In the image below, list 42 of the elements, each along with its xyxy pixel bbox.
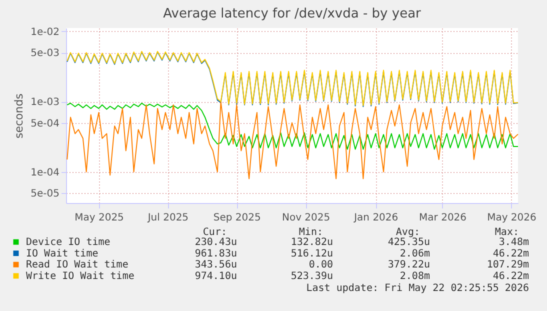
text: 0.00 <box>308 260 333 271</box>
y-tick-label: 1e-04 <box>30 167 60 178</box>
y-tick-label: 5e-03 <box>30 48 60 60</box>
legend-label: Write IO Wait time <box>26 270 134 282</box>
text: Max: <box>494 227 519 238</box>
chart-title: Average latency for /dev/xvda - by year <box>163 6 422 22</box>
text: 132.82u <box>290 237 333 248</box>
text: 425.35u <box>388 237 430 248</box>
text: 46.22m <box>492 270 529 282</box>
x-tick-label: May 2025 <box>74 212 124 224</box>
text: Min: <box>298 227 323 238</box>
line-series <box>66 102 518 150</box>
text: 974.10u <box>194 270 237 282</box>
text: Avg: <box>396 227 420 238</box>
text: 230.43u <box>194 237 237 248</box>
text: 2.08m <box>400 270 430 282</box>
line-series <box>66 101 518 180</box>
x-tick-label: May 2026 <box>487 212 536 224</box>
text: Cur: <box>202 227 227 238</box>
legend-label: IO Wait time <box>26 248 98 260</box>
x-tick-label: Sep 2025 <box>213 212 261 224</box>
text: 523.39u <box>290 270 333 282</box>
y-tick-label: 5e-05 <box>30 188 60 200</box>
text: 961.83u <box>194 248 237 260</box>
y-tick-label: 5e-04 <box>30 118 60 130</box>
text: 3.48m <box>498 237 529 248</box>
text: 379.22u <box>388 260 430 271</box>
y-axis-title: seconds <box>12 93 26 138</box>
x-tick-label: Jan 2026 <box>353 212 398 224</box>
text: 2.06m <box>400 248 430 260</box>
text: 516.12u <box>290 248 333 260</box>
text: 46.22m <box>492 248 529 260</box>
text: Last update: Fri May 22 02:25:55 2026 <box>306 283 529 294</box>
x-tick-label: Mar 2026 <box>419 212 467 224</box>
text: 343.56u <box>194 260 237 271</box>
y-tick-label: 1e-02 <box>30 26 60 38</box>
y-tick-label: 1e-03 <box>30 97 60 108</box>
x-tick-label: Nov 2025 <box>282 212 330 224</box>
legend-label: Device IO time <box>26 237 110 248</box>
legend-label: Read IO Wait time <box>26 260 128 271</box>
text: 107.29m <box>486 260 529 271</box>
x-tick-label: Jul 2025 <box>146 212 189 224</box>
